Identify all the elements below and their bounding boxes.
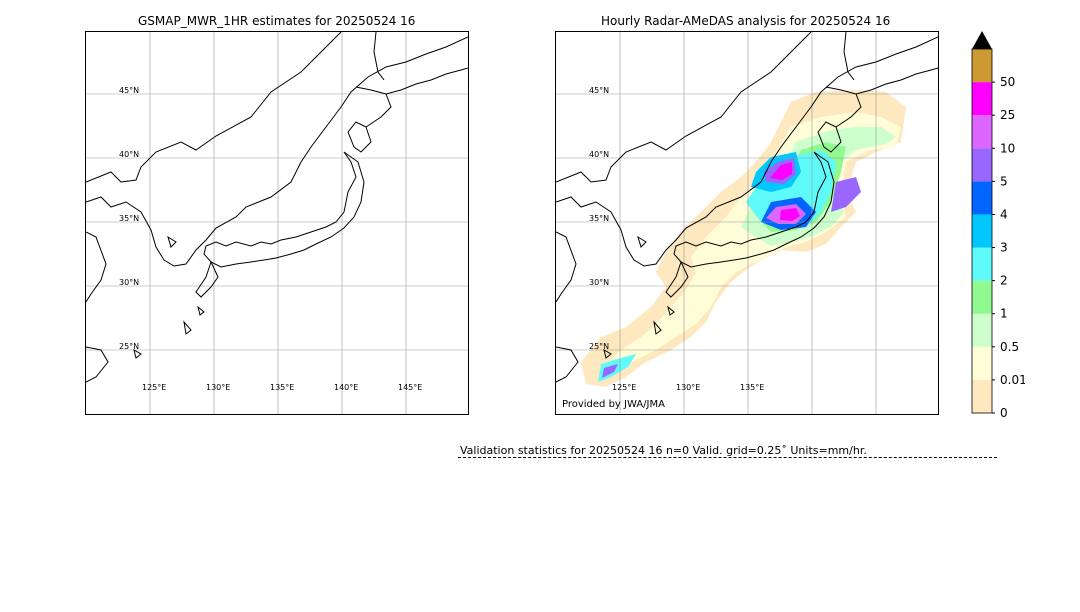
validation-stats: Validation statistics for 20250524 16 n=… xyxy=(460,444,867,457)
colorbar-segment xyxy=(972,214,992,248)
left-lon-label: 130°E xyxy=(206,383,230,392)
right-lat-label: 45°N xyxy=(589,86,609,95)
colorbar-label: 10 xyxy=(1000,141,1015,155)
colorbar-segment xyxy=(972,313,992,347)
colorbar-label: 0.5 xyxy=(1000,340,1019,354)
colorbar-segment xyxy=(972,115,992,149)
colorbar-label: 0.01 xyxy=(1000,373,1025,387)
colorbar-segment xyxy=(972,82,992,116)
right-lat-label: 40°N xyxy=(589,150,609,159)
colorbar-label: 25 xyxy=(1000,108,1015,122)
left-lat-label: 25°N xyxy=(119,342,139,351)
precip-area-25b xyxy=(780,208,800,221)
right-lat-label: 35°N xyxy=(589,214,609,223)
colorbar-label: 50 xyxy=(1000,75,1015,89)
left-lon-label: 140°E xyxy=(334,383,358,392)
left-coastline xyxy=(86,32,468,383)
colorbar-label: 2 xyxy=(1000,274,1008,288)
left-lat-label: 30°N xyxy=(119,278,139,287)
colorbar-label: 3 xyxy=(1000,241,1008,255)
precip-area-5b xyxy=(831,177,861,212)
left-lat-label: 45°N xyxy=(119,86,139,95)
colorbar-segment xyxy=(972,346,992,380)
colorbar-segment xyxy=(972,247,992,281)
left-lon-label: 135°E xyxy=(270,383,294,392)
precip-area-25 xyxy=(770,162,792,180)
colorbar-label: 5 xyxy=(1000,174,1008,188)
right-map-title: Hourly Radar-AMeDAS analysis for 2025052… xyxy=(601,14,891,28)
right-graticule xyxy=(556,32,938,414)
right-lat-label: 25°N xyxy=(589,342,609,351)
colorbar-segment xyxy=(972,148,992,182)
colorbar-segment xyxy=(972,49,992,83)
precip-area-5c xyxy=(602,364,618,378)
right-map-canvas: 45°N 40°N 35°N 30°N 25°N 125°E 130°E 135… xyxy=(556,32,938,414)
right-coastline xyxy=(556,32,938,383)
colorbar-segment xyxy=(972,181,992,215)
right-map: 45°N 40°N 35°N 30°N 25°N 125°E 130°E 135… xyxy=(555,31,939,415)
colorbar: 0 0.01 0.5 1 2 3 4 5 10 25 50 xyxy=(971,31,1025,420)
right-lon-label: 125°E xyxy=(612,383,636,392)
left-lon-label: 145°E xyxy=(398,383,422,392)
left-axis-labels: 45°N 40°N 35°N 30°N 25°N 125°E 130°E 135… xyxy=(119,86,422,392)
colorbar-label: 1 xyxy=(1000,307,1008,321)
left-lat-label: 40°N xyxy=(119,150,139,159)
colorbar-segment xyxy=(972,280,992,314)
colorbar-label: 0 xyxy=(1000,406,1008,420)
left-lon-label: 125°E xyxy=(142,383,166,392)
colorbar-label: 4 xyxy=(1000,207,1008,221)
left-map-canvas: 45°N 40°N 35°N 30°N 25°N 125°E 130°E 135… xyxy=(86,32,468,414)
right-axis-labels: 45°N 40°N 35°N 30°N 25°N 125°E 130°E 135… xyxy=(589,86,764,392)
colorbar-segment xyxy=(972,379,992,413)
precip-overlay xyxy=(581,90,906,387)
left-map-title: GSMAP_MWR_1HR estimates for 20250524 16 xyxy=(138,14,416,28)
right-lat-label: 30°N xyxy=(589,278,609,287)
colorbar-border xyxy=(971,48,993,414)
right-lon-label: 130°E xyxy=(676,383,700,392)
left-lat-label: 35°N xyxy=(119,214,139,223)
colorbar-extend-arrow xyxy=(972,31,992,49)
left-graticule xyxy=(86,32,468,414)
stats-divider xyxy=(458,457,997,458)
precip-area-001 xyxy=(606,112,901,370)
right-lon-label: 135°E xyxy=(740,383,764,392)
data-credit: Provided by JWA/JMA xyxy=(562,399,665,410)
left-map: 45°N 40°N 35°N 30°N 25°N 125°E 130°E 135… xyxy=(85,31,469,415)
